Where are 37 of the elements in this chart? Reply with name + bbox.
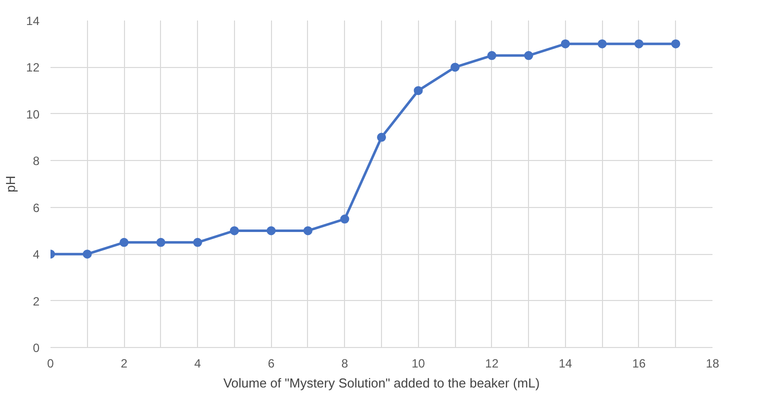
point (598, 39, 607, 48)
y-tick-label: 0 (32, 341, 40, 355)
x-tick-label: 8 (341, 356, 348, 370)
y-tick-label: 12 (26, 60, 40, 75)
point (303, 226, 312, 236)
y-tick-label: 10 (26, 107, 40, 122)
y-tick-label: 6 (32, 200, 40, 215)
y-axis-title: pH (3, 176, 18, 192)
x-tick-label: 14 (558, 356, 572, 370)
point (340, 214, 350, 224)
y-tick-label: 8 (32, 154, 40, 168)
x-axis-title: Volume of "Mystery Solution" added to the beaker (mL) (223, 376, 540, 390)
point (266, 226, 276, 236)
x-tick-label: 2 (120, 356, 128, 370)
point (560, 39, 570, 48)
y-tick-label: 4 (32, 248, 40, 262)
x-tick-label: 10 (412, 356, 426, 370)
point (524, 51, 534, 60)
x-tick-label: 18 (706, 356, 720, 370)
point (634, 39, 644, 48)
point (82, 250, 92, 259)
point (414, 86, 423, 96)
y-tick-label: 14 (26, 14, 40, 28)
x-tick-label: 16 (632, 356, 646, 370)
y-tick-label: 2 (32, 294, 40, 308)
point (377, 132, 386, 142)
x-tick-label: 4 (194, 356, 202, 370)
point (450, 62, 460, 72)
point (120, 238, 129, 247)
point (487, 51, 496, 60)
x-tick-label: 6 (268, 356, 275, 370)
x-tick-label: 12 (485, 356, 499, 370)
x-tick-label: 0 (47, 356, 54, 370)
point (156, 238, 166, 247)
point (230, 226, 239, 236)
point (671, 39, 680, 48)
point (193, 238, 202, 247)
